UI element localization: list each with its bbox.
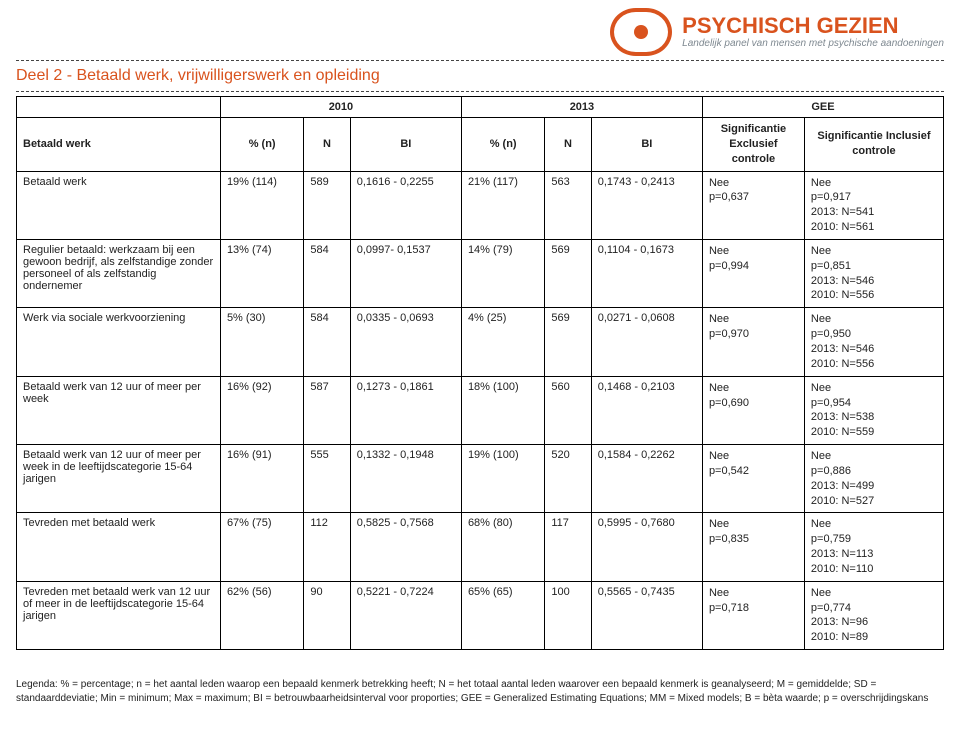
cell-sig1: Nee p=0,970 — [702, 308, 804, 376]
table-row: Betaald werk van 12 uur of meer per week… — [17, 445, 944, 513]
col-header-pn1: % (n) — [220, 118, 303, 172]
col-header-n1: N — [304, 118, 350, 172]
table-row: Betaald werk van 12 uur of meer per week… — [17, 376, 944, 444]
col-header-bi1: BI — [350, 118, 461, 172]
cell-pn2: 19% (100) — [461, 445, 544, 513]
cell-label: Betaald werk van 12 uur of meer per week… — [17, 445, 221, 513]
spacer-cell — [17, 97, 221, 118]
cell-pn1: 16% (91) — [220, 445, 303, 513]
cell-n2: 569 — [545, 239, 591, 307]
cell-pn2: 65% (65) — [461, 581, 544, 649]
table-body: Betaald werk19% (114)5890,1616 - 0,22552… — [17, 171, 944, 650]
cell-bi1: 0,1273 - 0,1861 — [350, 376, 461, 444]
legend: Legenda: % = percentage; n = het aantal … — [16, 678, 944, 705]
cell-n2: 569 — [545, 308, 591, 376]
cell-sig2: Nee p=0,886 2013: N=499 2010: N=527 — [804, 445, 943, 513]
cell-n1: 90 — [304, 581, 350, 649]
cell-sig2: Nee p=0,954 2013: N=538 2010: N=559 — [804, 376, 943, 444]
col-header-bi2: BI — [591, 118, 702, 172]
group-header-2013: 2013 — [461, 97, 702, 118]
data-table: 2010 2013 GEE Betaald werk % (n) N BI % … — [16, 96, 944, 650]
cell-n2: 520 — [545, 445, 591, 513]
cell-bi1: 0,1616 - 0,2255 — [350, 171, 461, 239]
cell-pn1: 19% (114) — [220, 171, 303, 239]
cell-pn1: 5% (30) — [220, 308, 303, 376]
cell-sig1: Nee p=0,835 — [702, 513, 804, 581]
cell-sig2: Nee p=0,774 2013: N=96 2010: N=89 — [804, 581, 943, 649]
cell-pn2: 4% (25) — [461, 308, 544, 376]
table-head-row-2: Betaald werk % (n) N BI % (n) N BI Signi… — [17, 118, 944, 172]
col-header-pn2: % (n) — [461, 118, 544, 172]
eye-icon — [610, 8, 672, 56]
cell-pn2: 18% (100) — [461, 376, 544, 444]
cell-sig1: Nee p=0,994 — [702, 239, 804, 307]
cell-sig1: Nee p=0,718 — [702, 581, 804, 649]
cell-sig1: Nee p=0,637 — [702, 171, 804, 239]
table-row: Betaald werk19% (114)5890,1616 - 0,22552… — [17, 171, 944, 239]
table-row: Werk via sociale werkvoorziening5% (30)5… — [17, 308, 944, 376]
table-head-row-1: 2010 2013 GEE — [17, 97, 944, 118]
cell-label: Werk via sociale werkvoorziening — [17, 308, 221, 376]
cell-n1: 587 — [304, 376, 350, 444]
table-row: Tevreden met betaald werk van 12 uur of … — [17, 581, 944, 649]
cell-n1: 584 — [304, 239, 350, 307]
cell-bi2: 0,5565 - 0,7435 — [591, 581, 702, 649]
logo: PSYCHISCH GEZIEN Landelijk panel van men… — [610, 8, 944, 56]
group-header-gee: GEE — [702, 97, 943, 118]
cell-pn1: 16% (92) — [220, 376, 303, 444]
cell-pn2: 21% (117) — [461, 171, 544, 239]
cell-n1: 112 — [304, 513, 350, 581]
cell-n2: 117 — [545, 513, 591, 581]
cell-sig1: Nee p=0,690 — [702, 376, 804, 444]
cell-n2: 563 — [545, 171, 591, 239]
brand-name: PSYCHISCH GEZIEN — [682, 15, 944, 37]
col-header-n2: N — [545, 118, 591, 172]
cell-bi1: 0,5825 - 0,7568 — [350, 513, 461, 581]
cell-n1: 555 — [304, 445, 350, 513]
cell-sig1: Nee p=0,542 — [702, 445, 804, 513]
divider-top — [16, 60, 944, 61]
cell-sig2: Nee p=0,851 2013: N=546 2010: N=556 — [804, 239, 943, 307]
cell-n1: 584 — [304, 308, 350, 376]
cell-bi2: 0,1584 - 0,2262 — [591, 445, 702, 513]
cell-pn1: 67% (75) — [220, 513, 303, 581]
group-header-2010: 2010 — [220, 97, 461, 118]
cell-sig2: Nee p=0,950 2013: N=546 2010: N=556 — [804, 308, 943, 376]
cell-label: Betaald werk van 12 uur of meer per week — [17, 376, 221, 444]
cell-pn2: 68% (80) — [461, 513, 544, 581]
cell-bi2: 0,1468 - 0,2103 — [591, 376, 702, 444]
cell-pn1: 62% (56) — [220, 581, 303, 649]
cell-bi2: 0,1104 - 0,1673 — [591, 239, 702, 307]
col-header-label: Betaald werk — [17, 118, 221, 172]
cell-pn1: 13% (74) — [220, 239, 303, 307]
cell-bi2: 0,1743 - 0,2413 — [591, 171, 702, 239]
table-head: 2010 2013 GEE Betaald werk % (n) N BI % … — [17, 97, 944, 172]
cell-bi1: 0,0997- 0,1537 — [350, 239, 461, 307]
cell-sig2: Nee p=0,917 2013: N=541 2010: N=561 — [804, 171, 943, 239]
table-row: Regulier betaald: werkzaam bij een gewoo… — [17, 239, 944, 307]
cell-bi1: 0,5221 - 0,7224 — [350, 581, 461, 649]
header: PSYCHISCH GEZIEN Landelijk panel van men… — [16, 8, 944, 56]
cell-n1: 589 — [304, 171, 350, 239]
section-title: Deel 2 - Betaald werk, vrijwilligerswerk… — [16, 67, 944, 85]
cell-bi2: 0,0271 - 0,0608 — [591, 308, 702, 376]
cell-label: Regulier betaald: werkzaam bij een gewoo… — [17, 239, 221, 307]
cell-n2: 100 — [545, 581, 591, 649]
cell-pn2: 14% (79) — [461, 239, 544, 307]
cell-bi2: 0,5995 - 0,7680 — [591, 513, 702, 581]
cell-sig2: Nee p=0,759 2013: N=113 2010: N=110 — [804, 513, 943, 581]
cell-label: Tevreden met betaald werk van 12 uur of … — [17, 581, 221, 649]
divider-bottom — [16, 91, 944, 92]
logo-text: PSYCHISCH GEZIEN Landelijk panel van men… — [682, 15, 944, 49]
cell-n2: 560 — [545, 376, 591, 444]
cell-label: Tevreden met betaald werk — [17, 513, 221, 581]
col-header-sig1: Significantie Exclusief controle — [702, 118, 804, 172]
cell-label: Betaald werk — [17, 171, 221, 239]
table-row: Tevreden met betaald werk67% (75)1120,58… — [17, 513, 944, 581]
cell-bi1: 0,1332 - 0,1948 — [350, 445, 461, 513]
col-header-sig2: Significantie Inclusief controle — [804, 118, 943, 172]
cell-bi1: 0,0335 - 0,0693 — [350, 308, 461, 376]
brand-tagline: Landelijk panel van mensen met psychisch… — [682, 39, 944, 49]
